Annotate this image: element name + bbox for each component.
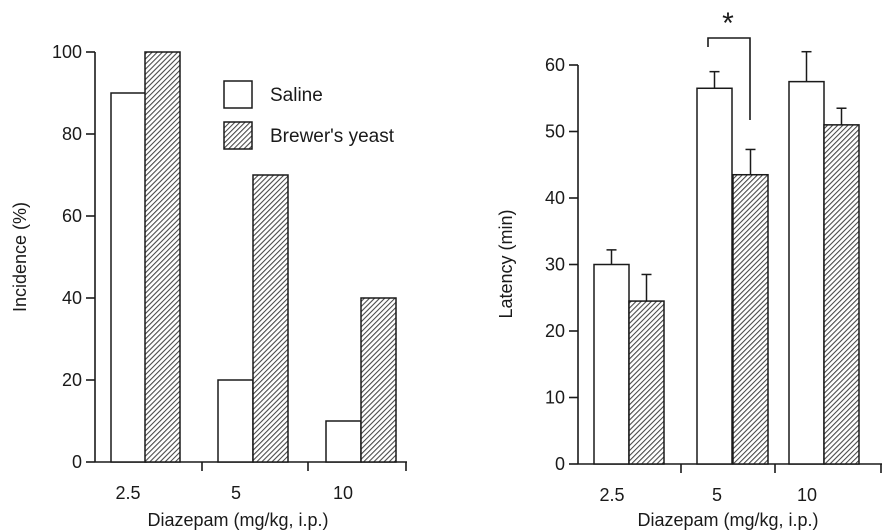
incidence-bar-saline: [325, 420, 362, 463]
incidence-y-tick-label: 0: [72, 452, 82, 472]
significance-marker: *: [707, 7, 751, 120]
incidence-y-tick-label: 80: [62, 124, 82, 144]
legend-swatch-saline: [223, 80, 253, 109]
legend-swatch-brewers-yeast: [223, 121, 253, 150]
latency-bar-brewers-yeast: [628, 300, 665, 465]
incidence-y-axis-title: Incidence (%): [10, 202, 30, 312]
incidence-bar-saline: [217, 379, 254, 463]
latency-y-axis-title: Latency (min): [496, 209, 516, 318]
significance-star: *: [722, 7, 734, 40]
incidence-y-tick-label: 40: [62, 288, 82, 308]
incidence-axes: 0 20 40 60 80 100 2.5 5 10: [52, 42, 407, 503]
latency-y-tick-label: 40: [545, 188, 565, 208]
incidence-y-tick-label: 20: [62, 370, 82, 390]
latency-bar-brewers-yeast: [732, 173, 769, 465]
incidence-bars: [110, 51, 397, 463]
incidence-x-tick-label: 2.5: [115, 483, 140, 503]
latency-chart: 0 10 20 30 40 50 60 2.5 5 10 Diazepam (mg/kg, i.p…: [496, 7, 882, 530]
latency-x-axis-title: Diazepam (mg/kg, i.p.): [637, 510, 818, 530]
latency-bar-brewers-yeast: [823, 124, 860, 465]
latency-y-tick-label: 0: [555, 454, 565, 474]
legend-label-saline: Saline: [270, 85, 323, 106]
latency-x-tick-label: 5: [712, 485, 722, 505]
incidence-bar-brewers-yeast: [252, 174, 289, 463]
latency-y-tick-label: 10: [545, 388, 565, 408]
latency-bar-saline: [696, 87, 733, 465]
incidence-x-tick-label: 5: [231, 483, 241, 503]
legend-label-brewers-yeast: Brewer's yeast: [270, 126, 395, 147]
latency-y-tick-label: 50: [545, 122, 565, 142]
legend: Saline Brewer's yeast: [223, 80, 395, 150]
incidence-bar-saline: [110, 92, 147, 463]
incidence-bar-brewers-yeast: [360, 297, 397, 463]
latency-bars: [593, 80, 860, 465]
latency-x-tick-label: 2.5: [599, 485, 624, 505]
incidence-chart: 0 20 40 60 80 100 2.5 5 10 Diazepam (mg/kg, i.p.…: [10, 42, 407, 530]
incidence-y-tick-label: 100: [52, 42, 82, 62]
latency-x-tick-label: 10: [797, 485, 817, 505]
latency-y-tick-label: 20: [545, 321, 565, 341]
latency-y-tick-label: 30: [545, 255, 565, 275]
latency-error-bars: [606, 50, 847, 302]
latency-bar-saline: [593, 263, 630, 465]
incidence-bar-brewers-yeast: [144, 51, 181, 463]
incidence-x-axis-title: Diazepam (mg/kg, i.p.): [147, 510, 328, 530]
latency-y-tick-label: 60: [545, 55, 565, 75]
incidence-y-tick-label: 60: [62, 206, 82, 226]
significance-bracket: [707, 37, 751, 120]
incidence-x-tick-label: 10: [333, 483, 353, 503]
latency-bar-saline: [788, 80, 825, 465]
